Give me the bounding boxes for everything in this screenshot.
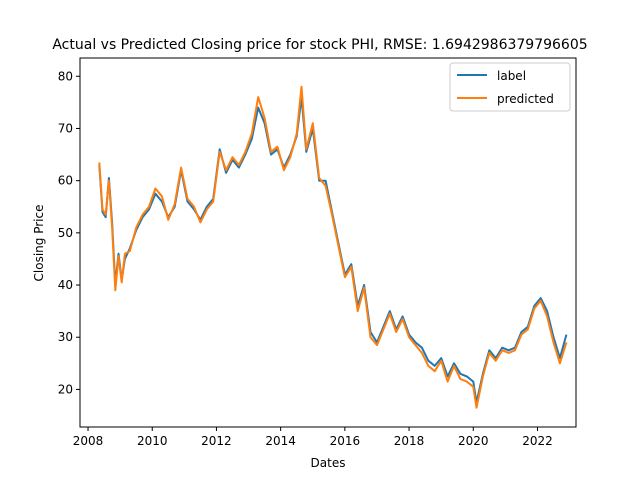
- x-tick-label: 2020: [458, 434, 489, 448]
- x-tick-label: 2018: [394, 434, 425, 448]
- x-tick-label: 2012: [201, 434, 232, 448]
- y-tick-label: 30: [58, 330, 73, 344]
- x-tick-label: 2014: [265, 434, 296, 448]
- legend-entry-predicted: predicted: [497, 92, 554, 106]
- axes-frame: [79, 57, 577, 428]
- x-axis-ticks: 2008 2010 2012 2014 2016 2018 2020 2022: [73, 427, 553, 448]
- legend-entry-label: label: [497, 69, 526, 83]
- y-tick-label: 50: [58, 226, 73, 240]
- y-tick-label: 80: [58, 69, 73, 83]
- x-tick-label: 2010: [137, 434, 168, 448]
- series-layer: [98, 85, 568, 409]
- series-line-predicted: [98, 85, 568, 409]
- plot-area: [79, 57, 577, 428]
- x-tick-label: 2022: [522, 434, 553, 448]
- x-tick-label: 2016: [330, 434, 361, 448]
- y-axis-label: Closing Price: [32, 205, 46, 282]
- y-tick-label: 70: [58, 121, 73, 135]
- y-tick-label: 20: [58, 382, 73, 396]
- y-tick-label: 40: [58, 278, 73, 292]
- chart-title: Actual vs Predicted Closing price for st…: [52, 37, 587, 53]
- y-tick-label: 60: [58, 174, 73, 188]
- x-tick-label: 2008: [73, 434, 104, 448]
- y-axis-ticks: 20 30 40 50 60 70 80: [58, 69, 80, 396]
- legend: label predicted: [449, 62, 571, 112]
- x-axis-label: Dates: [311, 456, 346, 470]
